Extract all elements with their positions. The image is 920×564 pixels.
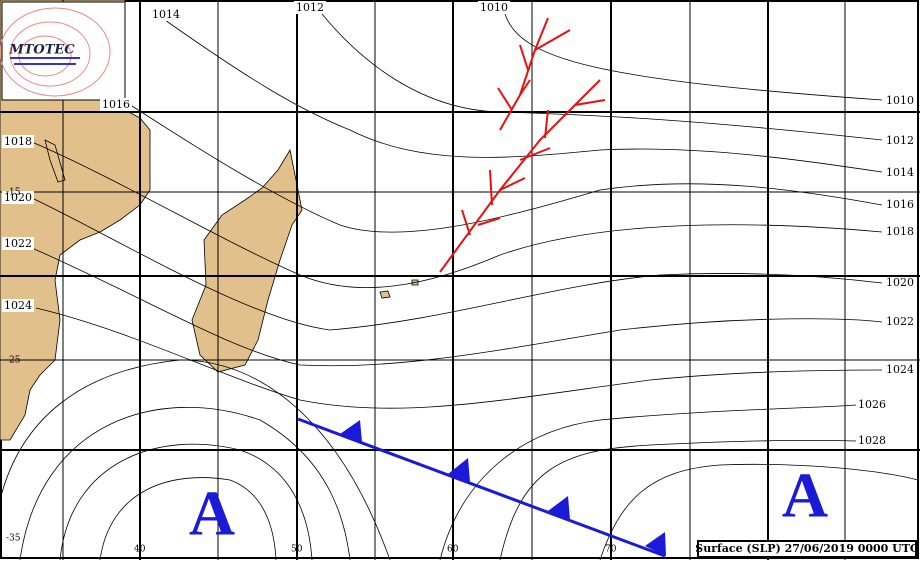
isobar-label: 1010: [886, 94, 914, 107]
longitude-label: 60: [447, 545, 459, 555]
isobar-label: 1014: [152, 8, 180, 21]
isobar-label: 1010: [480, 1, 508, 14]
isobar-label: 1022: [886, 315, 914, 328]
longitude-label: 70: [605, 545, 617, 555]
madagascar: [191, 148, 303, 373]
latitude-label: -25: [6, 356, 21, 366]
isobar-label: 1026: [858, 398, 886, 411]
isobar-label: 1020: [886, 276, 914, 289]
isobar-label: 1014: [886, 166, 914, 179]
isobar-label: 1028: [858, 434, 886, 447]
logo-text: MTOTEC: [8, 43, 75, 58]
isobar-label: 1024: [886, 363, 914, 376]
cold-front: [297, 417, 666, 558]
isobar-label: 1016: [886, 198, 914, 211]
trough: [439, 17, 606, 273]
isobar-label: 1012: [886, 134, 914, 147]
isobar-label: 1022: [4, 237, 32, 250]
logo: MTOTEC: [0, 1, 126, 101]
isobar-label: 1018: [886, 225, 914, 238]
latitude-label: -35: [6, 534, 21, 544]
high-pressure-marker: A: [189, 478, 235, 549]
isobar-label: 1020: [4, 191, 32, 204]
isobar-label: 1024: [4, 299, 32, 312]
isobar-label: 1018: [4, 135, 32, 148]
latitude-label: -15: [6, 188, 21, 198]
right-labels: 1010 1012 1014 1016 1018 1020 1022 1024 …: [858, 94, 914, 447]
isobars: [0, 13, 919, 561]
caption: Surface (SLP) 27/06/2019 0000 UTC: [695, 542, 919, 555]
island: [379, 290, 391, 299]
isobar-label: 1016: [102, 98, 130, 111]
caption-box: [697, 540, 917, 558]
longitude-label: 50: [291, 545, 303, 555]
longitude-label: 40: [134, 545, 146, 555]
isobar-label: 1012: [296, 1, 324, 14]
high-pressure-marker: A: [782, 460, 828, 531]
